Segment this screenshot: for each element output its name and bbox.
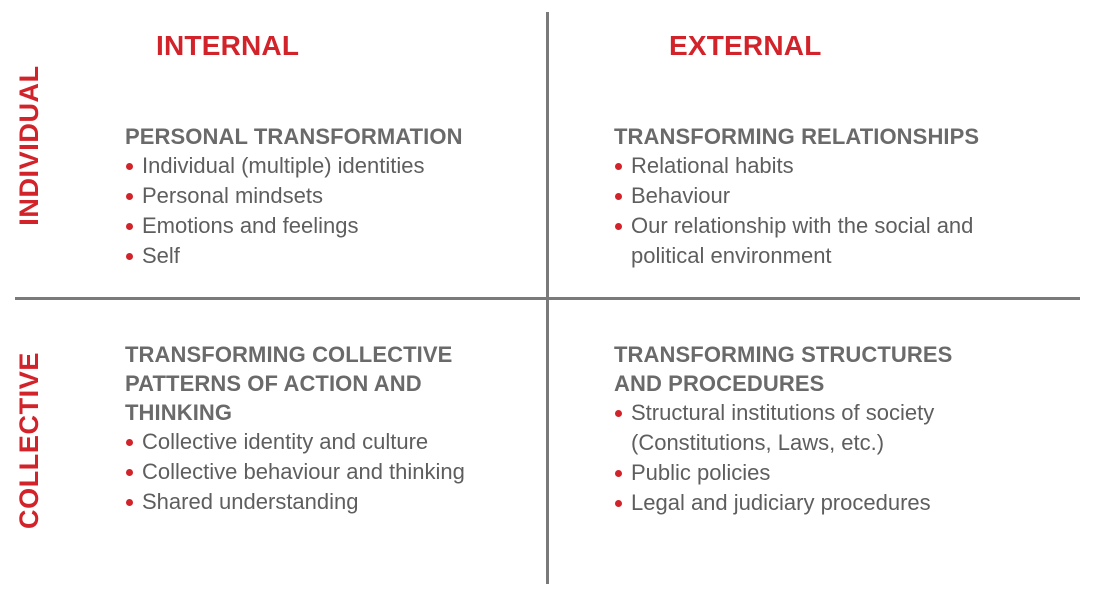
- list-item-text: Relational habits: [631, 153, 794, 178]
- quadrant-bottom-left: TRANSFORMING COLLECTIVE PATTERNS OF ACTI…: [125, 340, 525, 517]
- bullet-icon: [126, 439, 133, 446]
- bullet-icon: [126, 499, 133, 506]
- list-item-text: Self: [142, 243, 180, 268]
- quadrant-list: Relational habits Behaviour Our relation…: [614, 151, 1034, 271]
- bullet-icon: [126, 193, 133, 200]
- list-item-text: Individual (multiple) identities: [142, 153, 425, 178]
- list-item: Emotions and feelings: [125, 211, 540, 241]
- quadrant-top-right: TRANSFORMING RELATIONSHIPS Relational ha…: [614, 122, 1034, 271]
- bullet-icon: [126, 223, 133, 230]
- quadrant-list: Collective identity and culture Collecti…: [125, 427, 525, 517]
- column-header-external: EXTERNAL: [669, 30, 822, 61]
- quadrant-bottom-right: TRANSFORMING STRUCTURES AND PROCEDURES S…: [614, 340, 1034, 518]
- bullet-icon: [615, 223, 622, 230]
- list-item: Our relationship with the social and pol…: [614, 211, 1034, 271]
- list-item: Collective identity and culture: [125, 427, 525, 457]
- bullet-icon: [615, 500, 622, 507]
- list-item: Collective behaviour and thinking: [125, 457, 525, 487]
- list-item: Individual (multiple) identities: [125, 151, 540, 181]
- list-item-text: Our relationship with the social and pol…: [631, 213, 974, 268]
- quadrant-title: TRANSFORMING STRUCTURES AND PROCEDURES: [614, 342, 953, 396]
- list-item-text: Shared understanding: [142, 489, 359, 514]
- bullet-icon: [126, 253, 133, 260]
- quadrant-title: TRANSFORMING COLLECTIVE PATTERNS OF ACTI…: [125, 342, 453, 425]
- quadrant-top-left: PERSONAL TRANSFORMATION Individual (mult…: [125, 122, 540, 271]
- vertical-divider: [546, 12, 549, 584]
- bullet-icon: [126, 469, 133, 476]
- list-item: Structural institutions of society (Cons…: [614, 398, 1034, 458]
- list-item-text: Emotions and feelings: [142, 213, 359, 238]
- list-item: Self: [125, 241, 540, 271]
- list-item-text: Structural institutions of society (Cons…: [631, 400, 935, 455]
- row-label-individual-text: INDIVIDUAL: [13, 64, 44, 226]
- list-item: Behaviour: [614, 181, 1034, 211]
- list-item-text: Collective behaviour and thinking: [142, 459, 465, 484]
- row-label-collective: COLLECTIVE: [11, 345, 47, 535]
- list-item: Public policies: [614, 458, 1034, 488]
- column-header-internal: INTERNAL: [156, 30, 300, 61]
- list-item-text: Legal and judiciary procedures: [631, 490, 931, 515]
- list-item: Legal and judiciary procedures: [614, 488, 1034, 518]
- row-label-collective-text: COLLECTIVE: [13, 351, 44, 529]
- bullet-icon: [615, 193, 622, 200]
- bullet-icon: [615, 410, 622, 417]
- list-item-text: Behaviour: [631, 183, 731, 208]
- quadrant-title: TRANSFORMING RELATIONSHIPS: [614, 124, 980, 149]
- quadrant-list: Individual (multiple) identities Persona…: [125, 151, 540, 271]
- list-item-text: Collective identity and culture: [142, 429, 429, 454]
- row-label-individual: INDIVIDUAL: [11, 55, 47, 235]
- quadrant-list: Structural institutions of society (Cons…: [614, 398, 1034, 518]
- bullet-icon: [615, 470, 622, 477]
- list-item-text: Personal mindsets: [142, 183, 323, 208]
- bullet-icon: [615, 163, 622, 170]
- list-item: Shared understanding: [125, 487, 525, 517]
- bullet-icon: [126, 163, 133, 170]
- list-item-text: Public policies: [631, 460, 771, 485]
- list-item: Personal mindsets: [125, 181, 540, 211]
- list-item: Relational habits: [614, 151, 1034, 181]
- quadrant-title: PERSONAL TRANSFORMATION: [125, 124, 463, 149]
